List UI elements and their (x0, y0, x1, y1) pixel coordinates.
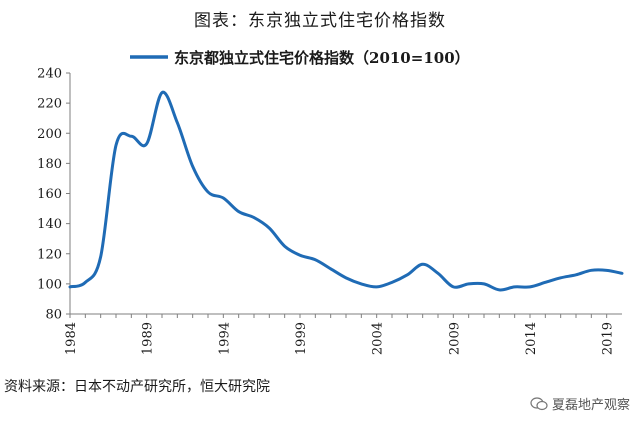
watermark-text: 夏磊地产观察 (551, 398, 630, 413)
x-tick-label: 2019 (601, 322, 616, 355)
watermark: 夏磊地产观察 (530, 394, 630, 413)
x-tick-label: 2014 (524, 322, 539, 355)
x-tick-label: 1999 (294, 322, 309, 355)
wechat-icon (530, 396, 548, 410)
line-chart: 东京都独立式住宅价格指数（2010=100） 80 100 120 140 160 180… (37, 49, 624, 355)
y-tick-label: 100 (37, 277, 62, 292)
x-tick-label: 2004 (371, 322, 386, 355)
y-tick-label: 180 (37, 157, 62, 172)
series-line (68, 90, 624, 292)
x-tick-label: 2009 (447, 322, 462, 355)
page-title: 图表：东京独立式住宅价格指数 (194, 11, 446, 31)
y-tick-label: 200 (37, 127, 62, 142)
x-tick-label: 1989 (141, 322, 156, 355)
y-tick-label: 120 (37, 247, 62, 262)
legend: 东京都独立式住宅价格指数（2010=100） (130, 49, 470, 67)
y-tick-label: 240 (37, 67, 62, 82)
chart-frame: 东京都独立式住宅价格指数（2010=100） 80 100 120 140 160 180… (0, 35, 640, 370)
y-tick-label: 140 (37, 217, 62, 232)
x-axis-ticks: 1984 1989 1994 1999 2004 2009 2014 2019 (64, 314, 616, 355)
source-note: 资料来源：日本不动产研究所，恒大研究院 (4, 379, 270, 395)
x-tick-label: 1994 (217, 322, 232, 355)
x-tick-label: 1984 (64, 322, 79, 355)
y-tick-label: 160 (37, 187, 62, 202)
y-axis-ticks: 80 100 120 140 160 180 200 220 240 (37, 67, 70, 323)
y-tick-label: 80 (45, 308, 62, 323)
y-tick-label: 220 (37, 97, 62, 112)
legend-label: 东京都独立式住宅价格指数（2010=100） (174, 49, 470, 67)
